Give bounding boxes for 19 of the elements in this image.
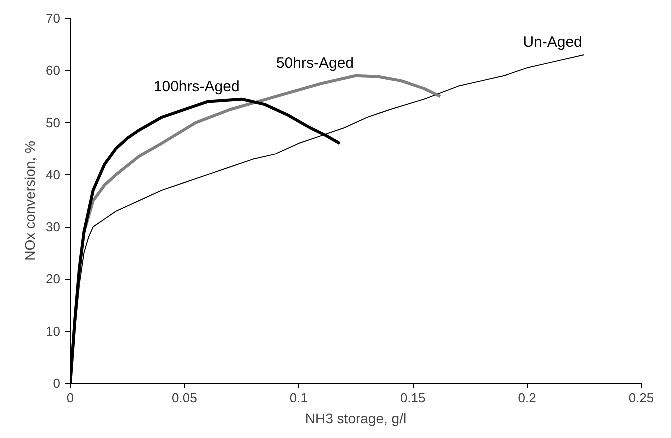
y-tick-label: 10 <box>46 324 61 339</box>
x-axis-title: NH3 storage, g/l <box>305 410 407 426</box>
series-label: 50hrs-Aged <box>276 54 354 72</box>
y-tick-label: 40 <box>46 167 61 182</box>
y-tick-label: 20 <box>46 272 61 287</box>
x-tick-label: 0.15 <box>400 390 426 406</box>
y-tick-label: 50 <box>46 115 61 130</box>
series-label: Un-Aged <box>523 34 582 51</box>
x-tick-label: 0 <box>66 390 74 406</box>
x-tick-label: 0.05 <box>172 390 198 406</box>
y-tick-label: 30 <box>46 220 61 235</box>
series-label: 100hrs-Aged <box>154 78 240 96</box>
y-axis-title: NOx conversion, % <box>22 141 38 261</box>
y-tick-label: 70 <box>46 11 61 26</box>
y-tick-label: 0 <box>53 376 61 391</box>
x-tick-label: 0.25 <box>628 390 654 406</box>
x-tick-label: 0.1 <box>290 390 308 406</box>
x-tick-label: 0.2 <box>518 390 536 406</box>
y-tick-label: 60 <box>46 63 61 78</box>
